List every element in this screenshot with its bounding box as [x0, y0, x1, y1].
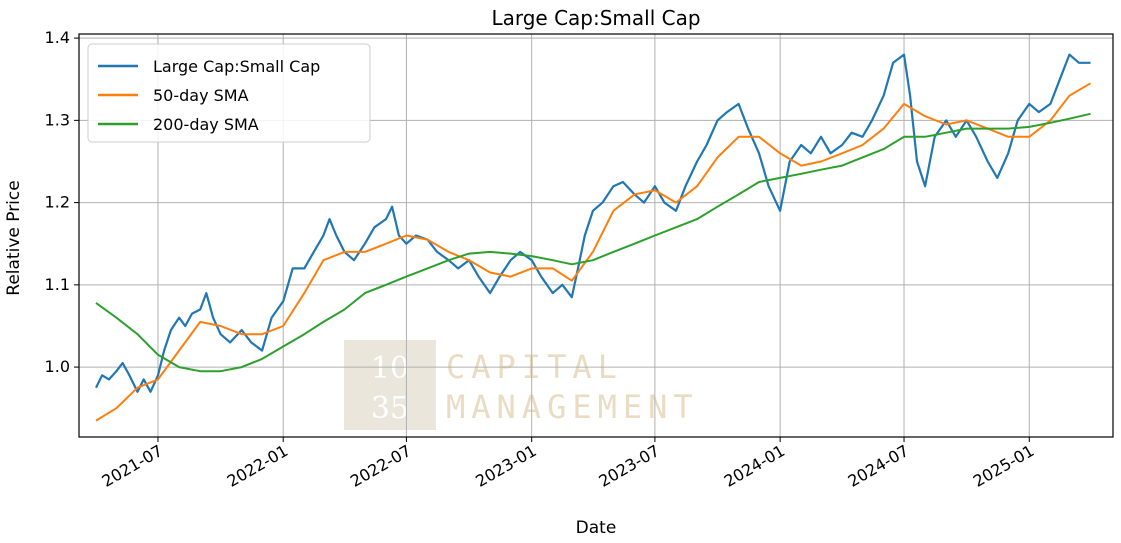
watermark-number-top: 10	[371, 351, 409, 386]
series-lines	[95, 53, 1092, 422]
legend-label: Large Cap:Small Cap	[153, 57, 320, 76]
x-tick-label: 2022-01	[224, 441, 291, 491]
legend: Large Cap:Small Cap 50-day SMA 200-day SMA	[87, 43, 371, 143]
series-line	[95, 82, 1092, 422]
y-tick-label: 1.3	[45, 110, 70, 129]
series-line	[95, 53, 1091, 393]
x-tick-label: 2024-01	[721, 441, 788, 491]
x-tick-label: 2023-01	[472, 441, 539, 491]
chart-title: Large Cap:Small Cap	[491, 6, 700, 30]
watermark-box	[344, 340, 436, 430]
x-tick-label: 2021-07	[99, 441, 166, 491]
x-axis-ticks: 2021-07 2022-01 2022-07 2023-01 2023-07 2024-…	[99, 437, 1037, 491]
y-axis-ticks: 1.0 1.1 1.2 1.3 1.4	[45, 28, 79, 376]
x-tick-label: 2022-07	[347, 441, 414, 491]
plot-frame	[78, 33, 1114, 438]
watermark-logo: 10 35 CAPITAL MANAGEMENT	[344, 340, 699, 430]
x-axis-label: Date	[576, 518, 617, 538]
watermark-number-bottom: 35	[371, 391, 409, 426]
watermark-word-bottom: MANAGEMENT	[446, 388, 699, 426]
x-tick-label: 2025-01	[970, 441, 1037, 491]
legend-label: 200-day SMA	[153, 115, 259, 134]
y-tick-label: 1.4	[45, 28, 70, 47]
y-tick-label: 1.2	[45, 193, 70, 212]
x-tick-label: 2023-07	[595, 441, 662, 491]
y-axis-label: Relative Price	[4, 180, 24, 295]
series-line	[95, 112, 1091, 373]
x-tick-label: 2024-07	[845, 441, 912, 491]
y-tick-label: 1.0	[45, 357, 70, 376]
legend-label: 50-day SMA	[153, 86, 249, 105]
y-tick-label: 1.1	[45, 275, 70, 294]
legend-box	[87, 43, 371, 143]
